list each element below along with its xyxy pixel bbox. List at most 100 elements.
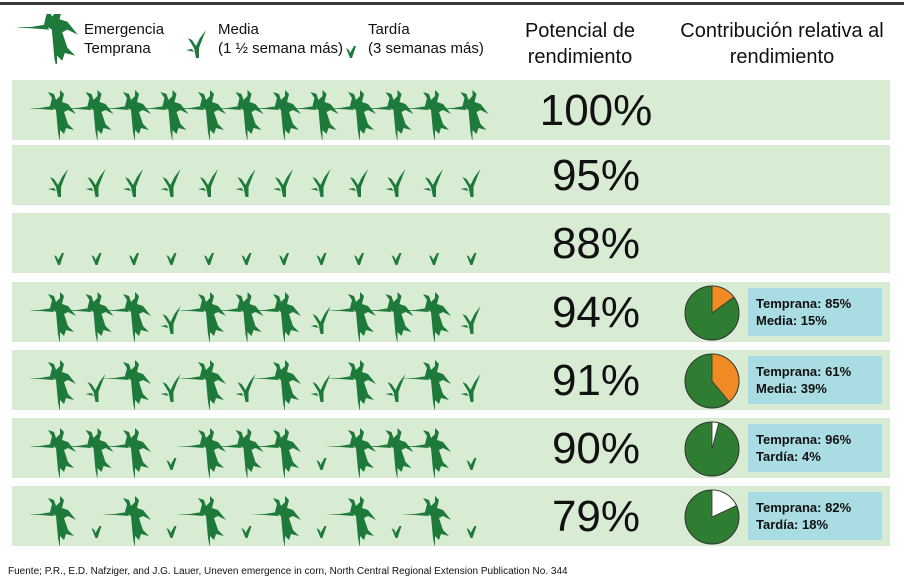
legend-late-label: Tardía bbox=[368, 21, 410, 38]
early-plant-icon bbox=[213, 292, 264, 342]
legend-medium-label: Media bbox=[218, 21, 259, 38]
late-plant-icon bbox=[391, 526, 402, 538]
early-plant-icon bbox=[101, 428, 151, 478]
yield-row: 100% bbox=[12, 80, 890, 140]
medium-plant-icon bbox=[235, 169, 256, 197]
contribution-text: Temprana: 85% bbox=[756, 296, 852, 311]
contribution-label: Temprana: 82% Tardía: 18% bbox=[748, 492, 882, 540]
legend-medium-sublabel: (1 ½ semana más) bbox=[218, 40, 344, 57]
early-plant-icon bbox=[138, 90, 189, 140]
early-plant-icon bbox=[251, 90, 301, 140]
late-plant-icon bbox=[204, 253, 214, 265]
late-plant-icon bbox=[91, 526, 102, 538]
pie-slice-tardia bbox=[711, 421, 720, 450]
yield-row: 95% bbox=[12, 145, 890, 205]
yield-row: 90% Temprana: 96% Tardía: 4% bbox=[12, 418, 890, 478]
medium-plant-icon bbox=[460, 306, 481, 334]
medium-plant-icon bbox=[460, 374, 481, 402]
late-plant-icon bbox=[391, 253, 402, 265]
late-plant-icon bbox=[429, 253, 439, 265]
early-plant-icon bbox=[176, 360, 226, 410]
yield-potential-header: Potencial de rendimiento bbox=[524, 20, 636, 68]
medium-plant-icon bbox=[385, 374, 406, 402]
early-plant-icon bbox=[438, 90, 489, 140]
early-plant-icon bbox=[251, 428, 301, 478]
early-plant-icon bbox=[101, 496, 151, 546]
legend-late: Tardía (3 semanas más) bbox=[340, 14, 484, 64]
yield-row: 79% Temprana: 82% Tardía: 18% bbox=[12, 486, 890, 546]
plant-row bbox=[30, 360, 481, 410]
late-plant-icon bbox=[241, 253, 252, 265]
early-plant-icon bbox=[401, 496, 451, 546]
yield-potential-value: 100% bbox=[539, 86, 653, 135]
legend-early: Emergencia Temprana bbox=[18, 14, 164, 64]
early-plant-icon bbox=[401, 360, 451, 410]
late-plant-icon bbox=[279, 253, 289, 265]
late-plant-icon bbox=[54, 253, 64, 265]
medium-plant-icon bbox=[310, 169, 331, 197]
early-plant-icon bbox=[326, 428, 376, 478]
late-plant-icon bbox=[166, 253, 177, 265]
medium-plant-icon bbox=[310, 306, 331, 334]
contribution-text: Temprana: 61% bbox=[756, 364, 852, 379]
early-plant-icon bbox=[30, 496, 76, 546]
legend-medium: Media (1 ½ semana más) bbox=[182, 14, 343, 64]
legend-late-sublabel: (3 semanas más) bbox=[368, 40, 484, 57]
medium-plant-icon bbox=[186, 30, 206, 58]
plant-row bbox=[30, 292, 481, 342]
early-plant-icon bbox=[251, 292, 301, 342]
early-plant-icon bbox=[18, 14, 78, 64]
early-plant-icon bbox=[213, 90, 264, 140]
contribution-label: Temprana: 85% Media: 15% bbox=[748, 288, 882, 336]
late-plant-icon bbox=[166, 458, 177, 470]
medium-plant-icon bbox=[160, 306, 181, 334]
early-plant-icon bbox=[63, 428, 114, 478]
yield-potential-value: 91% bbox=[551, 356, 641, 405]
late-plant-icon bbox=[129, 253, 139, 265]
medium-plant-icon bbox=[85, 374, 106, 402]
medium-plant-icon bbox=[423, 169, 443, 197]
late-plant-icon bbox=[346, 46, 356, 58]
late-plant-icon bbox=[166, 526, 177, 538]
legend-early-sublabel: Temprana bbox=[84, 40, 151, 57]
medium-plant-icon bbox=[186, 30, 206, 58]
early-plant-icon bbox=[401, 428, 451, 478]
late-plant-icon bbox=[241, 526, 252, 538]
contribution-pie bbox=[684, 489, 740, 545]
yield-potential-value: 90% bbox=[551, 424, 641, 473]
late-plant-icon bbox=[466, 253, 477, 265]
medium-plant-icon bbox=[385, 169, 406, 197]
medium-plant-icon bbox=[460, 169, 481, 197]
plant-row bbox=[30, 428, 477, 478]
yield-potential-value: 88% bbox=[551, 219, 641, 268]
yield-potential-value: 94% bbox=[551, 288, 641, 337]
contribution-text: Tardía: 18% bbox=[756, 517, 829, 532]
early-plant-icon bbox=[176, 496, 226, 546]
pie-slice-tardia bbox=[711, 489, 737, 518]
plant-row bbox=[48, 169, 481, 197]
yield-potential-value: 95% bbox=[551, 151, 641, 200]
top-divider bbox=[0, 2, 904, 5]
yield-row: 88% bbox=[12, 213, 890, 273]
pie-slice-media bbox=[711, 285, 735, 314]
pie-slice-media bbox=[711, 353, 740, 403]
plant-row bbox=[30, 496, 477, 546]
medium-plant-icon bbox=[123, 169, 143, 197]
early-plant-icon bbox=[30, 292, 76, 342]
early-plant-icon bbox=[101, 292, 151, 342]
late-plant-icon bbox=[346, 46, 356, 58]
early-plant-icon bbox=[401, 292, 451, 342]
contribution-pie bbox=[684, 353, 740, 409]
early-plant-icon bbox=[18, 14, 78, 64]
medium-plant-icon bbox=[198, 169, 218, 197]
contribution-label: Temprana: 96% Tardía: 4% bbox=[748, 424, 882, 472]
early-plant-icon bbox=[63, 292, 114, 342]
contribution-text: Temprana: 82% bbox=[756, 500, 852, 515]
early-plant-icon bbox=[363, 292, 414, 342]
early-plant-icon bbox=[326, 360, 376, 410]
early-plant-icon bbox=[101, 360, 151, 410]
contribution-pie bbox=[684, 285, 740, 341]
medium-plant-icon bbox=[273, 169, 293, 197]
medium-plant-icon bbox=[310, 374, 331, 402]
source-footnote: Fuente; P.R., E.D. Nafziger, and J.G. La… bbox=[8, 566, 568, 577]
